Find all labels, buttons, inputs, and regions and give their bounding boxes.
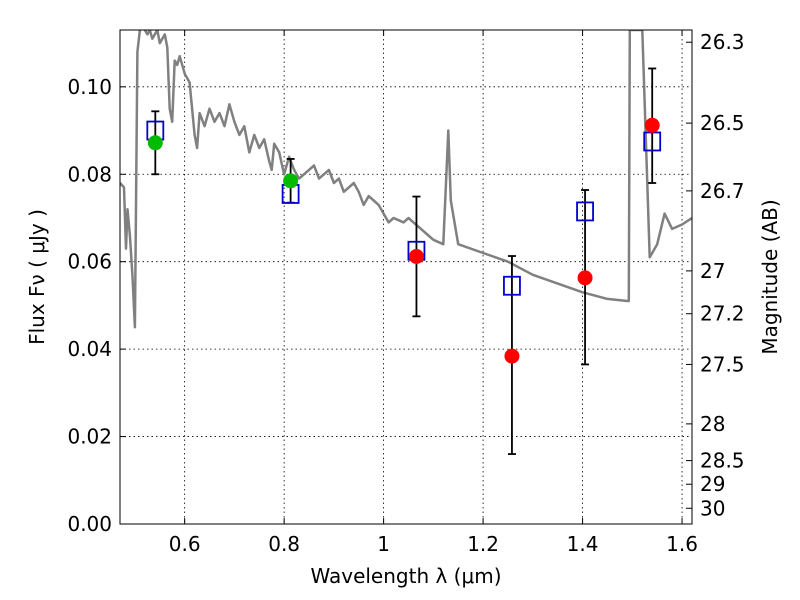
spectrum-layer — [120, 30, 692, 329]
observed-point-1-1 — [504, 348, 520, 364]
x-tick-label-2: 1 — [377, 532, 390, 556]
observed-point-0-0 — [147, 135, 163, 151]
plot-frame — [119, 29, 693, 525]
magnitude-axis-title: Magnitude (AB) — [758, 199, 782, 354]
mag-tick-label-4: 27.2 — [700, 302, 745, 326]
model-photometry-square-3 — [503, 275, 521, 296]
y-tick-label-1: 0.02 — [67, 425, 112, 449]
mag-tick-label-8: 29 — [700, 472, 725, 496]
y-tick-label-5: 0.10 — [67, 75, 112, 99]
observed-point-1-3 — [644, 117, 660, 133]
x-axis-title: Wavelength λ (μm) — [310, 564, 501, 588]
x-ticks: 0.6 0.8 1 1.2 1.4 1.6 — [169, 30, 698, 556]
y-tick-label-3: 0.06 — [67, 250, 112, 274]
errorbar-layer — [151, 67, 657, 455]
mag-tick-label-9: 30 — [700, 496, 725, 520]
y-tick-label-2: 0.04 — [67, 337, 112, 361]
model-photometry-square-4 — [576, 201, 594, 222]
mag-tick-label-2: 26.7 — [700, 179, 745, 203]
x-tick-label-1: 0.8 — [268, 532, 300, 556]
y-ticks: 0.00 0.02 0.04 0.06 0.08 0.10 — [67, 75, 126, 536]
x-tick-label-5: 1.6 — [666, 532, 698, 556]
x-tick-label-4: 1.4 — [567, 532, 599, 556]
model-spectrum-line — [120, 30, 692, 329]
grid-layer — [120, 30, 692, 524]
y-axis-title: Flux Fν ( μJy ) — [25, 209, 49, 345]
model-photometry-layer — [146, 120, 662, 296]
observed-points-layer — [147, 117, 660, 364]
mag-tick-label-3: 27 — [700, 259, 725, 283]
mag-tick-label-5: 27.5 — [700, 352, 745, 376]
observed-point-1-0 — [408, 248, 424, 264]
mag-tick-label-1: 26.5 — [700, 111, 745, 135]
x-tick-label-3: 1.2 — [467, 532, 499, 556]
y-tick-label-0: 0.00 — [67, 512, 112, 536]
x-tick-label-0: 0.6 — [169, 532, 201, 556]
mag-tick-label-7: 28.5 — [700, 449, 745, 473]
mag-tick-label-6: 28 — [700, 412, 725, 436]
observed-point-1-2 — [577, 270, 593, 286]
observed-point-0-1 — [283, 173, 299, 189]
y-tick-label-4: 0.08 — [67, 162, 112, 186]
mag-tick-label-0: 26.3 — [700, 30, 745, 54]
